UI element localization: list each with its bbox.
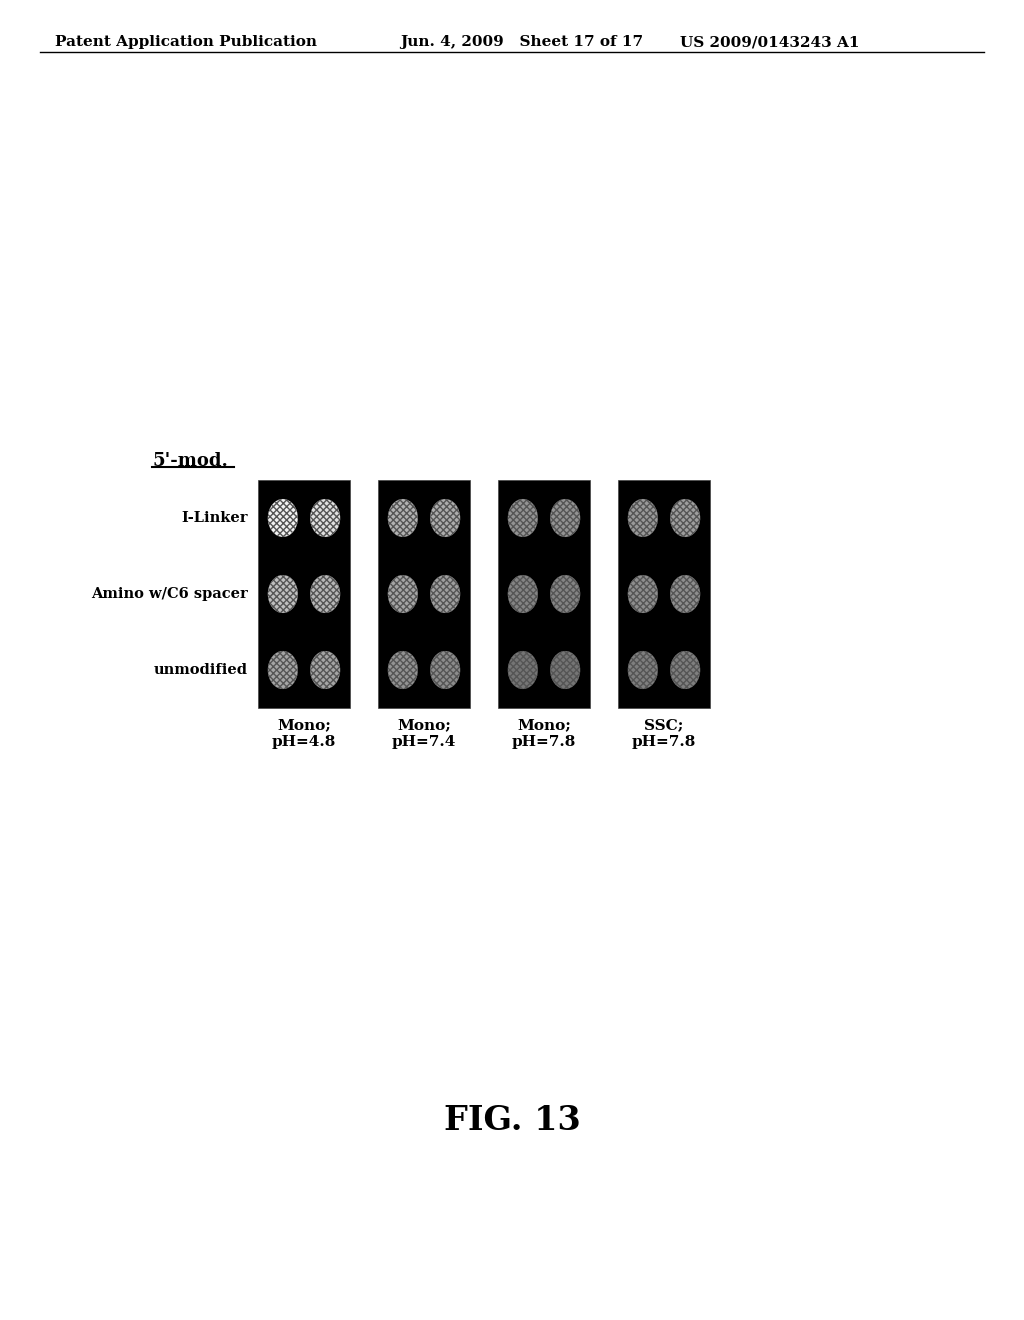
Ellipse shape [628,651,657,689]
Ellipse shape [268,499,298,537]
Ellipse shape [388,576,418,612]
Ellipse shape [628,499,657,537]
Ellipse shape [508,499,538,537]
Text: Patent Application Publication: Patent Application Publication [55,36,317,49]
Text: Mono;
pH=7.4: Mono; pH=7.4 [392,718,456,750]
Text: Amino w/C6 spacer: Amino w/C6 spacer [91,587,248,601]
Ellipse shape [670,651,700,689]
Text: unmodified: unmodified [154,663,248,677]
Text: Mono;
pH=7.8: Mono; pH=7.8 [512,718,577,750]
Text: Mono;
pH=4.8: Mono; pH=4.8 [271,718,336,750]
Ellipse shape [310,499,340,537]
Text: I-Linker: I-Linker [181,511,248,525]
Text: FIG. 13: FIG. 13 [443,1104,581,1137]
Ellipse shape [550,499,581,537]
Ellipse shape [268,651,298,689]
Text: Jun. 4, 2009   Sheet 17 of 17: Jun. 4, 2009 Sheet 17 of 17 [400,36,643,49]
Bar [258,480,350,708]
Ellipse shape [388,499,418,537]
Ellipse shape [268,576,298,612]
Ellipse shape [310,576,340,612]
Ellipse shape [670,576,700,612]
Ellipse shape [430,576,460,612]
Ellipse shape [550,576,581,612]
Ellipse shape [628,576,657,612]
Ellipse shape [670,499,700,537]
Ellipse shape [430,651,460,689]
Text: US 2009/0143243 A1: US 2009/0143243 A1 [680,36,859,49]
Ellipse shape [388,651,418,689]
Ellipse shape [508,576,538,612]
Ellipse shape [508,651,538,689]
Ellipse shape [310,651,340,689]
Ellipse shape [550,651,581,689]
Ellipse shape [430,499,460,537]
Bar [378,480,470,708]
Text: SSC;
pH=7.8: SSC; pH=7.8 [632,718,696,750]
Bar [498,480,590,708]
Text: 5'-mod.: 5'-mod. [152,451,228,470]
Bar [618,480,710,708]
